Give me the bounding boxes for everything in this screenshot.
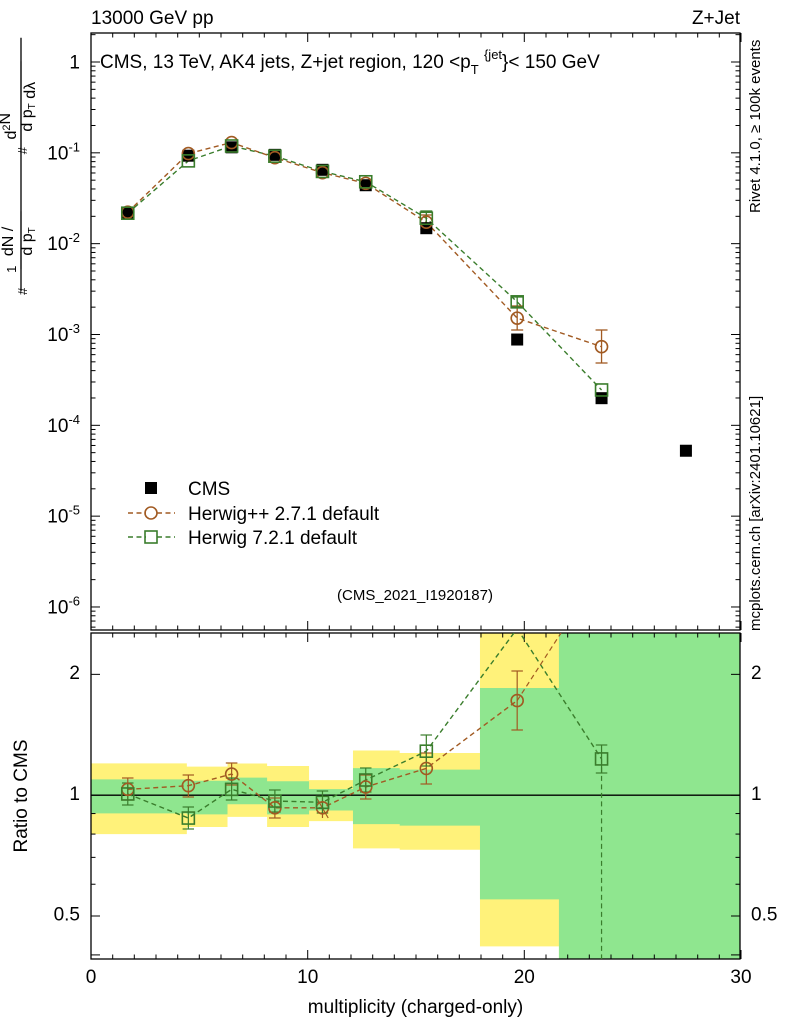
svg-text:10-1: 10-1 [47,139,80,164]
svg-text:d2N: d2N [0,113,20,140]
svg-text:Z+Jet: Z+Jet [692,8,741,29]
svg-text:10-6: 10-6 [47,594,80,619]
svg-text:10-2: 10-2 [47,230,80,255]
svg-text:d pT dλ: d pT dλ [19,82,39,132]
svg-text:2: 2 [69,663,80,684]
svg-text:2: 2 [751,663,762,684]
svg-text:dN /: dN / [0,226,17,256]
svg-text:13000 GeV pp: 13000 GeV pp [91,8,214,29]
svg-text:(CMS_2021_I1920187): (CMS_2021_I1920187) [337,587,493,604]
svg-text:1: 1 [69,784,80,805]
svg-text:0: 0 [86,967,97,988]
svg-text:0.5: 0.5 [54,905,80,926]
svg-text:1: 1 [751,784,762,805]
svg-text:1: 1 [4,266,19,273]
svg-text:#: # [15,146,30,154]
svg-text:30: 30 [730,967,751,988]
svg-text:#: # [15,287,30,295]
svg-text:Herwig 7.2.1 default: Herwig 7.2.1 default [188,528,358,549]
svg-text:Herwig++ 2.7.1 default: Herwig++ 2.7.1 default [188,504,380,525]
svg-text:CMS, 13 TeV, AK4 jets, Z+jet r: CMS, 13 TeV, AK4 jets, Z+jet region, 120… [100,47,600,77]
svg-text:mcplots.cern.ch [arXiv:2401.10: mcplots.cern.ch [arXiv:2401.10621] [747,396,764,631]
svg-text:10-5: 10-5 [47,503,80,528]
svg-text:CMS: CMS [188,479,230,500]
svg-text:10-4: 10-4 [47,412,80,437]
svg-text:1: 1 [69,53,80,74]
svg-text:d pT: d pT [19,227,38,255]
svg-text:20: 20 [514,967,535,988]
svg-text:Rivet 4.1.0, ≥ 100k events: Rivet 4.1.0, ≥ 100k events [747,40,764,213]
svg-text:multiplicity (charged-only): multiplicity (charged-only) [308,997,523,1018]
svg-text:10: 10 [297,967,318,988]
svg-text:Ratio to CMS: Ratio to CMS [11,740,32,853]
svg-text:0.5: 0.5 [751,905,777,926]
svg-text:10-3: 10-3 [47,321,80,346]
